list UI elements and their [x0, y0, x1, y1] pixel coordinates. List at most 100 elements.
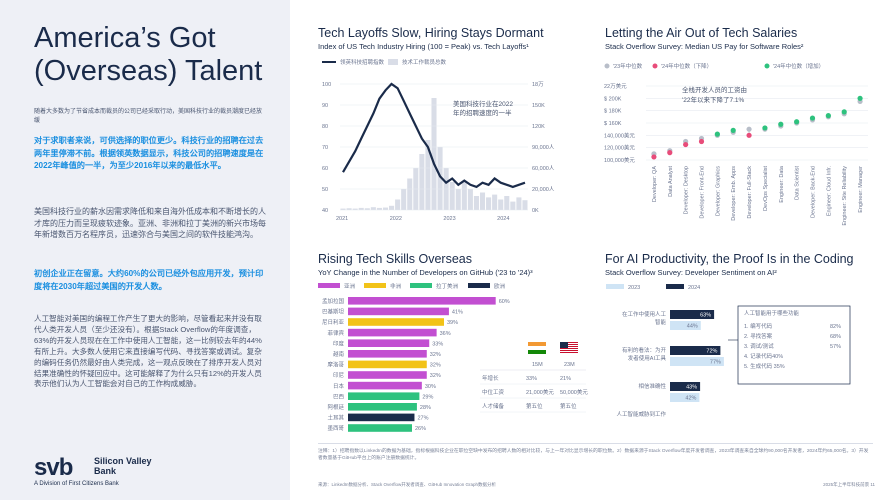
us-flag-stripe — [560, 346, 578, 347]
box-item-label: 5. 生成代码 35% — [744, 362, 785, 370]
country-bar — [348, 350, 427, 358]
layoffs-bar — [516, 197, 522, 210]
median-2024-point — [762, 125, 768, 131]
panel1-annotation: 美国科技行业在2022 年的招聘速度的一半 — [453, 99, 513, 117]
us-flag-stripe — [560, 344, 578, 345]
median-2024-point — [667, 150, 673, 156]
legend-layoffs-label: 技术工作裁员总数 — [402, 58, 447, 66]
y-right-tick: 18万 — [532, 81, 544, 88]
bar-value-label: 27% — [417, 416, 428, 422]
country-label: 墨西哥 — [327, 425, 344, 432]
bar-2024-label: 63% — [700, 313, 711, 319]
country-bar — [348, 318, 444, 326]
logo-name-line-1: Silicon Valley — [94, 456, 152, 466]
country-bar — [348, 403, 417, 411]
logo-name-line-2: Bank — [94, 466, 117, 476]
layoffs-bar — [473, 196, 479, 210]
india-flag-stripe — [528, 342, 546, 346]
footer-source: 来源：LinkedIn数据分析、Stack Overflow开发者调查、GitH… — [318, 482, 497, 487]
country-label: 印尼 — [333, 372, 345, 379]
page-number: 2025年上半年科技前景 11 — [823, 482, 875, 487]
layoffs-bar — [461, 182, 467, 210]
table-row-us: 50,000美元 — [560, 388, 588, 396]
category-label: Engineer: Data — [779, 165, 785, 203]
legend-label: 2023 — [628, 285, 640, 291]
x-tick: 2021 — [336, 216, 348, 222]
legend-swatch — [364, 283, 386, 288]
ai-uses-box: 人工智能用于哪些功能 1. 编写代码 82% 2. 寻找答案 68% 3. 调试/测试 57… — [728, 305, 851, 385]
us-flag-stripe — [560, 350, 578, 351]
us-flag-canton — [560, 342, 568, 348]
median-2024-point — [698, 138, 705, 145]
median-2024-point — [825, 113, 831, 119]
category-label: 在工作中使用人工 — [622, 310, 667, 318]
box-title: 人工智能用于哪些功能 — [744, 309, 800, 317]
legend-swatch — [318, 283, 340, 288]
median-2024-point — [857, 95, 863, 101]
logo-tagline: A Division of First Citizens Bank — [34, 481, 119, 487]
country-label: 尼日利亚 — [322, 318, 345, 326]
category-label: 发者使用AI工具 — [628, 354, 667, 362]
layoffs-bar — [407, 178, 413, 210]
country-label: 印度 — [333, 339, 345, 347]
median-2024-point — [841, 109, 847, 115]
chart4-legend: 2023 2024 — [606, 284, 700, 291]
layoffs-bar — [431, 98, 437, 210]
y-tick: 100,000美元 — [604, 156, 635, 164]
country-bar — [348, 297, 496, 305]
y-tick: $ 180K — [604, 109, 622, 115]
layoffs-bar — [522, 200, 528, 210]
ai-sentiment-chart: 2023 2024 在工作中使用人工智能 63%44% 有利的看法：为开发者使用AI工… — [606, 284, 851, 418]
bar-2023-label: 42% — [685, 396, 696, 402]
category-label: Developer: Front-End — [700, 166, 706, 219]
layoffs-bar — [389, 205, 395, 210]
bar-value-label: 30% — [425, 384, 436, 390]
table-row-label: 年增长 — [482, 374, 499, 382]
india-devs: 15M — [532, 362, 543, 368]
y-left-tick: 90 — [322, 103, 328, 109]
category-label: Developer: Desktop — [684, 166, 690, 214]
github-dev-chart: 亚洲 非洲 拉丁美洲 欧洲 孟加拉国 60% 巴基斯坦 41% 尼日利亚 39% 菲律宾 36% 印度… — [318, 282, 588, 432]
category-label: Data Scientist — [795, 166, 801, 200]
panel1-subtitle: Index of US Tech Industry Hiring (100 = … — [318, 42, 529, 51]
bar-value-label: 36% — [440, 331, 451, 337]
y-right-tick: 60,000人 — [532, 165, 555, 172]
chart2-marks: Developer: QA Data Analyst Developer: Desk… — [651, 95, 864, 226]
layoffs-bar — [395, 199, 401, 210]
x-tick: 2022 — [390, 216, 402, 222]
country-bar — [348, 424, 412, 432]
intro-text: 随着大多数为了节省成本而裁员的公司已经采取行动，美国科技行业的裁员潮度已经放缓 — [34, 109, 263, 124]
title-line-2: (Overseas) Talent — [34, 55, 263, 87]
country-bar — [348, 381, 422, 390]
title-line-1: America’s Got — [34, 22, 216, 54]
category-label: Engineer: Manager — [858, 166, 864, 213]
us-flag-stripe — [560, 352, 578, 353]
panel3-title: Rising Tech Skills Overseas — [318, 252, 472, 266]
panel1-title: Tech Layoffs Slow, Hiring Stays Dormant — [318, 26, 544, 40]
country-bar — [348, 328, 437, 337]
median-2024-point — [746, 132, 752, 138]
bar-value-label: 32% — [430, 373, 441, 379]
legend-label: 拉丁美洲 — [436, 282, 459, 290]
bar-value-label: 26% — [415, 426, 426, 432]
bar-value-label: 28% — [420, 405, 431, 411]
median-2024-point — [651, 154, 657, 160]
category-label: Developer: Back-End — [811, 166, 817, 218]
box-item-label: 4. 记录代码40% — [744, 352, 783, 360]
svb-logo: svb Silicon Valley Bank A Division of Fi… — [34, 454, 234, 490]
layoffs-bar — [455, 189, 461, 210]
us-flag-stripe — [560, 348, 578, 349]
country-label: 土耳其 — [327, 414, 344, 422]
india-flag-stripe — [528, 346, 546, 350]
bar-value-label: 60% — [499, 299, 510, 305]
legend-hiring-label: 领英科技招聘指数 — [340, 58, 385, 66]
country-bar — [348, 371, 427, 379]
footer-notes: 注释：1）招聘指数以LinkedIn的数据为基础，指标根据科技企业在职位空缺中发… — [318, 449, 869, 461]
layoffs-bar — [498, 199, 504, 210]
legend-swatch — [666, 284, 684, 289]
bar-value-label: 41% — [452, 310, 463, 316]
box-item-label: 2. 寻找答案 — [744, 332, 773, 340]
panel4-title: For AI Productivity, the Proof Is in the… — [605, 252, 854, 266]
bar-2023-label: 77% — [710, 360, 721, 366]
